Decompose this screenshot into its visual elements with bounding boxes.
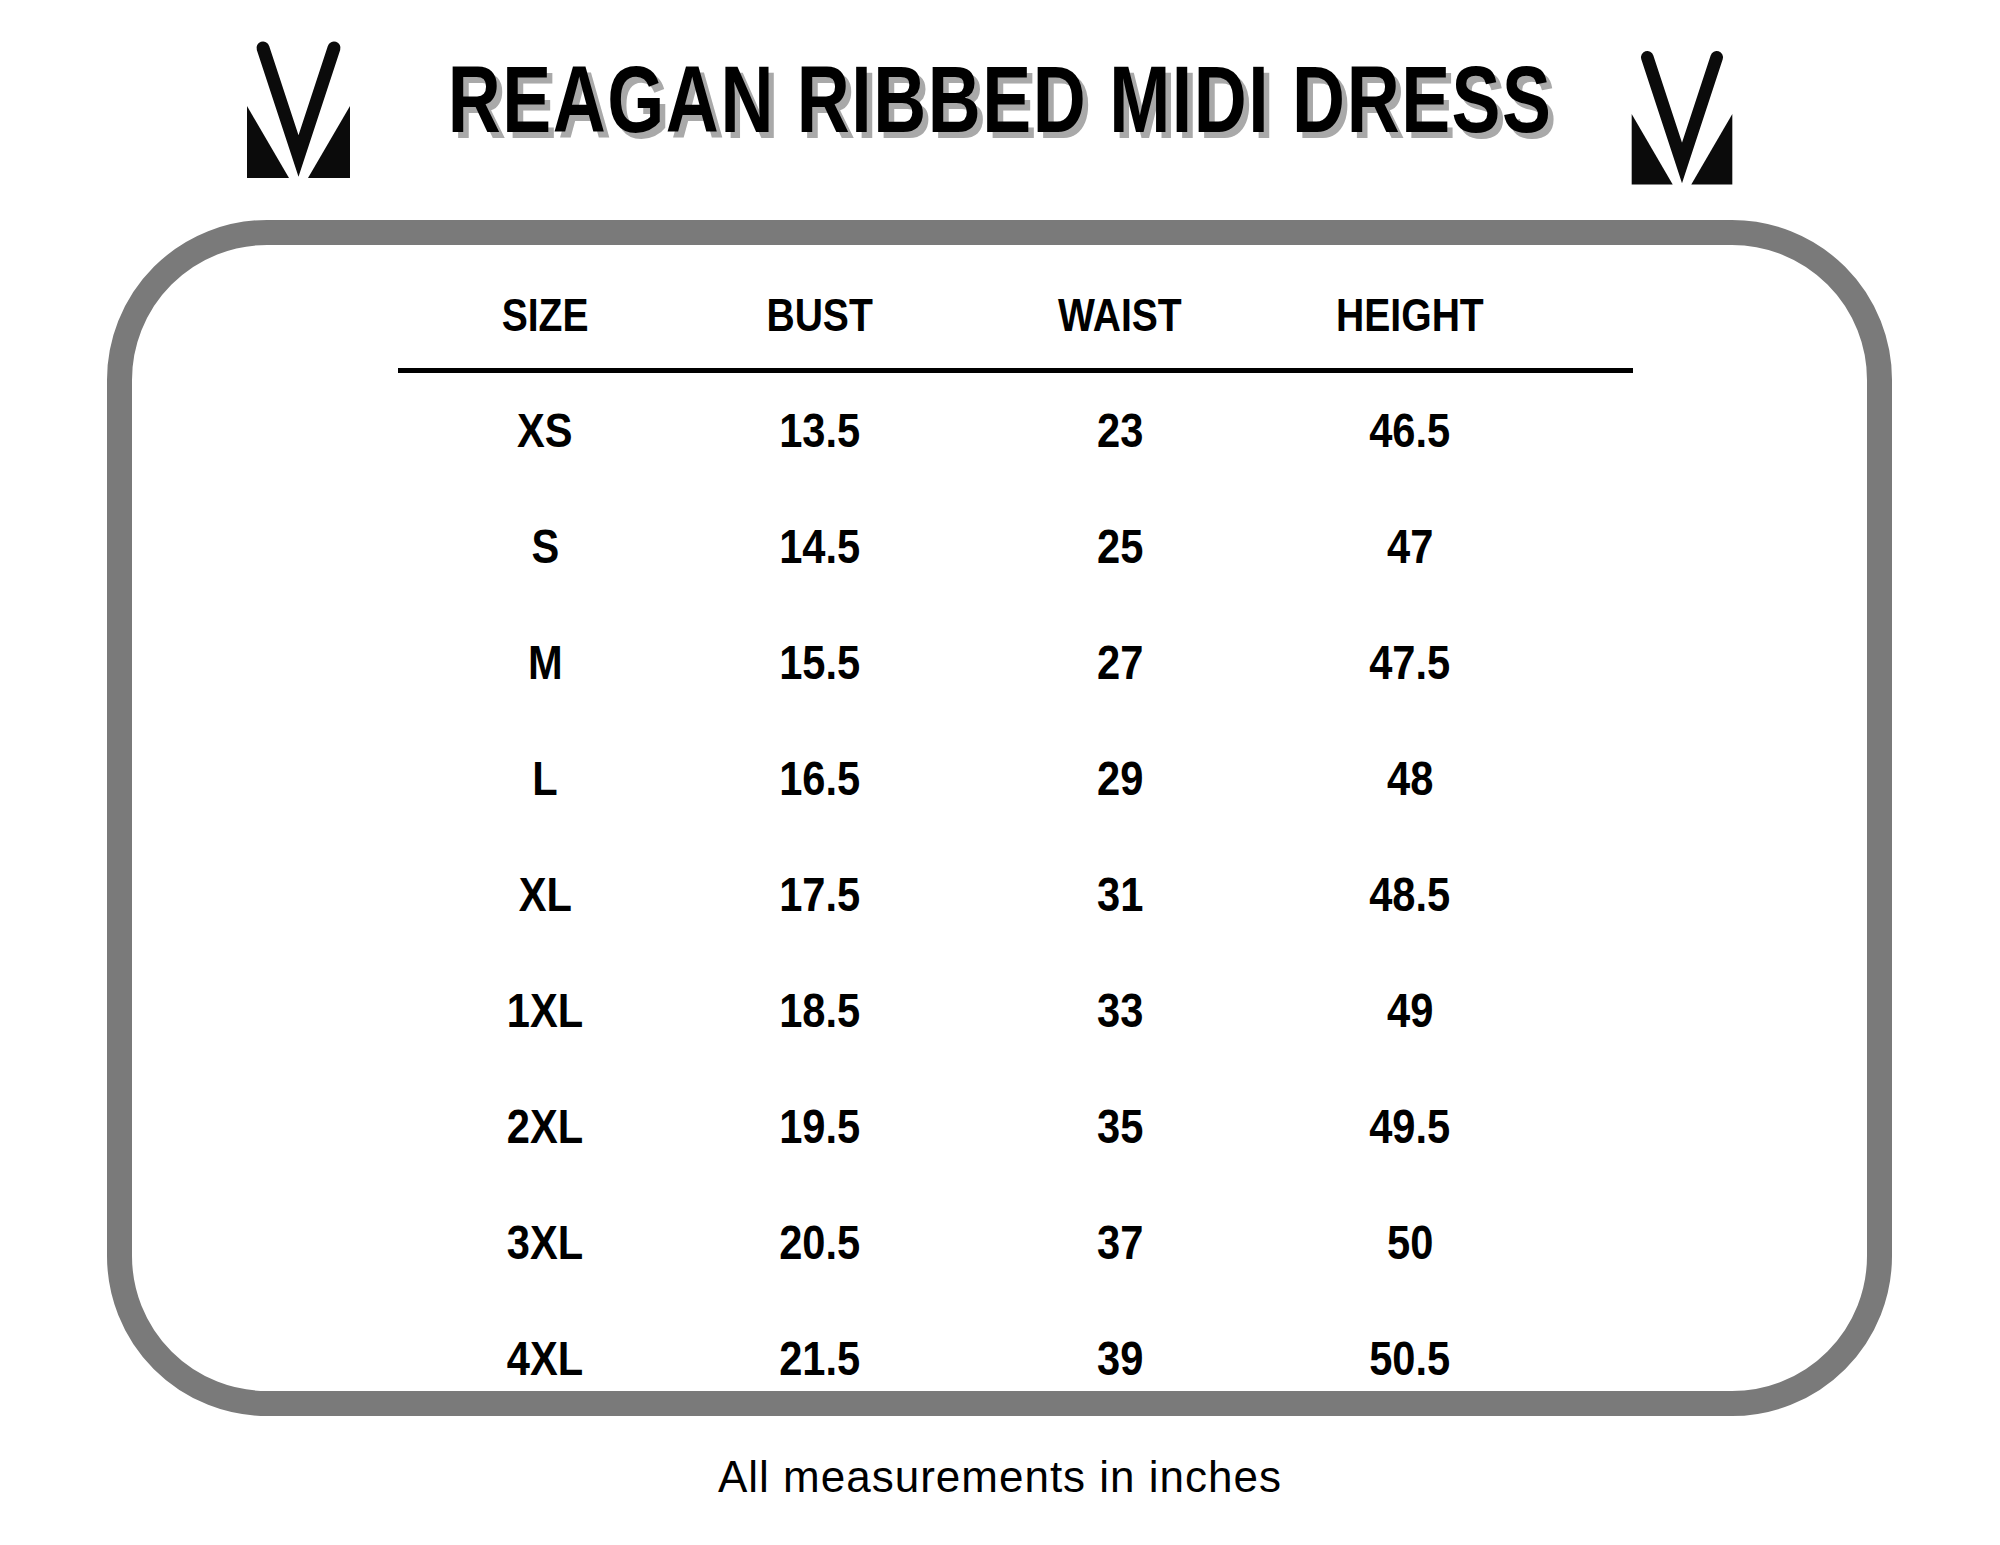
- size-cell: XS: [398, 402, 692, 458]
- height-cell: 47: [1292, 518, 1528, 574]
- bust-cell: 16.5: [692, 750, 948, 806]
- size-cell: 4XL: [398, 1330, 692, 1386]
- column-header-height: HEIGHT: [1292, 288, 1528, 342]
- waist-cell: 39: [948, 1330, 1292, 1386]
- size-cell: M: [398, 634, 692, 690]
- size-cell: 2XL: [398, 1098, 692, 1154]
- size-cell: L: [398, 750, 692, 806]
- table-row-1xl: 1XL 18.5 33 49: [398, 952, 1633, 1068]
- waist-cell: 33: [948, 982, 1292, 1038]
- bust-cell: 15.5: [692, 634, 948, 690]
- waist-cell: 23: [948, 402, 1292, 458]
- size-chart-page: REAGAN RIBBED MIDI DRESS SIZE BUST WAIST…: [0, 0, 2000, 1545]
- size-cell: 1XL: [398, 982, 692, 1038]
- table-row-2xl: 2XL 19.5 35 49.5: [398, 1068, 1633, 1184]
- table-row-m: M 15.5 27 47.5: [398, 604, 1633, 720]
- table-row-4xl: 4XL 21.5 39 50.5: [398, 1300, 1633, 1416]
- height-cell: 50.5: [1292, 1330, 1528, 1386]
- size-chart-table: XS 13.5 23 46.5 S 14.5 25 47 M 15.5 27 4…: [398, 372, 1633, 1416]
- size-chart-header-row: SIZE BUST WAIST HEIGHT: [398, 285, 1633, 345]
- size-cell: XL: [398, 866, 692, 922]
- height-cell: 47.5: [1292, 634, 1528, 690]
- page-title-text: REAGAN RIBBED MIDI DRESS: [448, 50, 1553, 150]
- bust-cell: 20.5: [692, 1214, 948, 1270]
- waist-cell: 37: [948, 1214, 1292, 1270]
- waist-cell: 31: [948, 866, 1292, 922]
- size-cell: S: [398, 518, 692, 574]
- height-cell: 46.5: [1292, 402, 1528, 458]
- height-cell: 50: [1292, 1214, 1528, 1270]
- bust-cell: 13.5: [692, 402, 948, 458]
- waist-cell: 27: [948, 634, 1292, 690]
- bust-cell: 19.5: [692, 1098, 948, 1154]
- bust-cell: 18.5: [692, 982, 948, 1038]
- measurements-note: All measurements in inches: [0, 1452, 2000, 1502]
- brand-logo-right: [1618, 46, 1746, 186]
- mv-monogram-icon: [1618, 46, 1746, 186]
- height-cell: 48.5: [1292, 866, 1528, 922]
- bust-cell: 14.5: [692, 518, 948, 574]
- waist-cell: 29: [948, 750, 1292, 806]
- size-cell: 3XL: [398, 1214, 692, 1270]
- table-row-3xl: 3XL 20.5 37 50: [398, 1184, 1633, 1300]
- table-row-xl: XL 17.5 31 48.5: [398, 836, 1633, 952]
- bust-cell: 17.5: [692, 866, 948, 922]
- waist-cell: 35: [948, 1098, 1292, 1154]
- table-row-s: S 14.5 25 47: [398, 488, 1633, 604]
- height-cell: 48: [1292, 750, 1528, 806]
- height-cell: 49: [1292, 982, 1528, 1038]
- column-header-size: SIZE: [398, 288, 692, 342]
- height-cell: 49.5: [1292, 1098, 1528, 1154]
- table-row-xs: XS 13.5 23 46.5: [398, 372, 1633, 488]
- table-row-l: L 16.5 29 48: [398, 720, 1633, 836]
- column-header-bust: BUST: [692, 288, 948, 342]
- bust-cell: 21.5: [692, 1330, 948, 1386]
- waist-cell: 25: [948, 518, 1292, 574]
- column-header-waist: WAIST: [948, 288, 1292, 342]
